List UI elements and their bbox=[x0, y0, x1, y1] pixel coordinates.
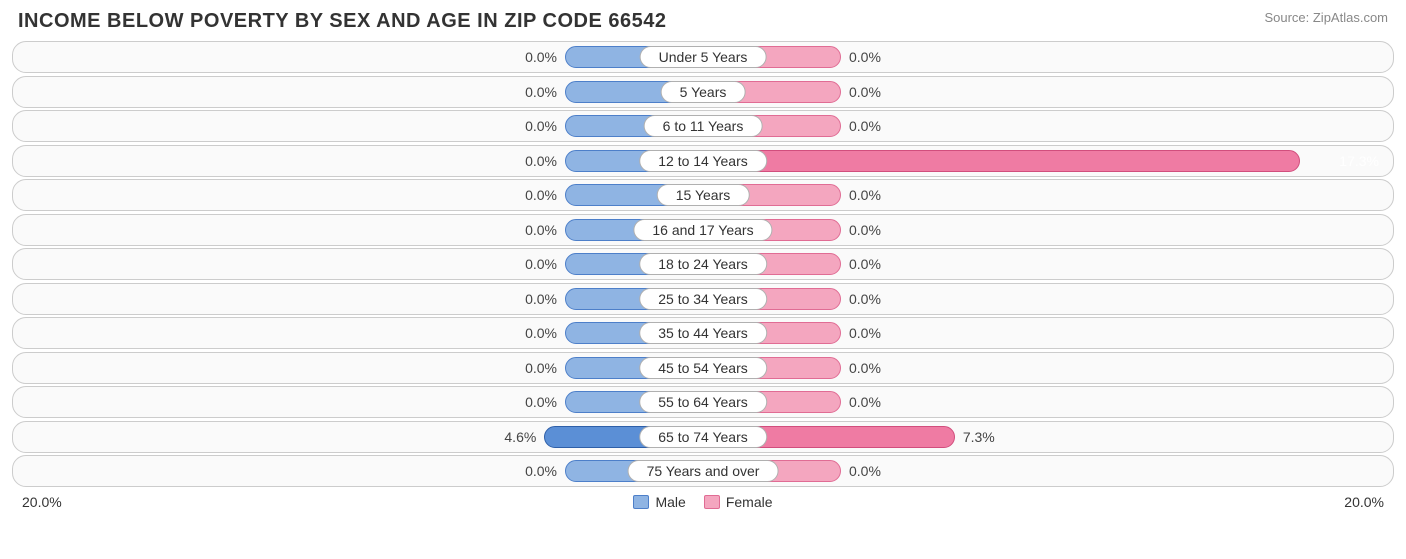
category-label: 65 to 74 Years bbox=[639, 426, 767, 448]
value-label-male: 0.0% bbox=[525, 187, 557, 203]
value-label-female: 0.0% bbox=[849, 463, 881, 479]
legend-label-female: Female bbox=[726, 494, 773, 510]
value-label-male: 0.0% bbox=[525, 360, 557, 376]
legend-item-male: Male bbox=[633, 494, 685, 510]
value-label-female: 0.0% bbox=[849, 360, 881, 376]
value-label-female: 0.0% bbox=[849, 325, 881, 341]
value-label-male: 0.0% bbox=[525, 49, 557, 65]
bar-female bbox=[703, 150, 1300, 172]
chart-row: 6 to 11 Years 0.0% 0.0% bbox=[12, 110, 1394, 142]
value-label-female: 7.3% bbox=[963, 429, 995, 445]
chart-row: 12 to 14 Years 0.0% 17.3% bbox=[12, 145, 1394, 177]
chart-row: Under 5 Years 0.0% 0.0% bbox=[12, 41, 1394, 73]
chart-row: 16 and 17 Years 0.0% 0.0% bbox=[12, 214, 1394, 246]
category-label: 45 to 54 Years bbox=[639, 357, 767, 379]
value-label-female: 0.0% bbox=[849, 222, 881, 238]
chart-title: INCOME BELOW POVERTY BY SEX AND AGE IN Z… bbox=[18, 10, 667, 33]
category-label: 15 Years bbox=[657, 184, 750, 206]
value-label-male: 0.0% bbox=[525, 256, 557, 272]
legend: Male Female bbox=[633, 494, 772, 510]
category-label: 5 Years bbox=[661, 81, 746, 103]
value-label-male: 0.0% bbox=[525, 84, 557, 100]
value-label-female: 0.0% bbox=[849, 118, 881, 134]
category-label: 55 to 64 Years bbox=[639, 391, 767, 413]
value-label-female: 0.0% bbox=[849, 256, 881, 272]
legend-swatch-male bbox=[633, 495, 649, 509]
value-label-female: 0.0% bbox=[849, 291, 881, 307]
legend-swatch-female bbox=[704, 495, 720, 509]
axis-max-left: 20.0% bbox=[22, 494, 62, 510]
value-label-male: 0.0% bbox=[525, 118, 557, 134]
chart-row: 55 to 64 Years 0.0% 0.0% bbox=[12, 386, 1394, 418]
chart-row: 75 Years and over 0.0% 0.0% bbox=[12, 455, 1394, 487]
chart-row: 25 to 34 Years 0.0% 0.0% bbox=[12, 283, 1394, 315]
legend-label-male: Male bbox=[655, 494, 685, 510]
chart-row: 65 to 74 Years 4.6% 7.3% bbox=[12, 421, 1394, 453]
legend-item-female: Female bbox=[704, 494, 773, 510]
value-label-male: 0.0% bbox=[525, 291, 557, 307]
category-label: 35 to 44 Years bbox=[639, 322, 767, 344]
value-label-male: 4.6% bbox=[504, 429, 536, 445]
category-label: 12 to 14 Years bbox=[639, 150, 767, 172]
value-label-female: 17.3% bbox=[1339, 153, 1379, 169]
chart-row: 45 to 54 Years 0.0% 0.0% bbox=[12, 352, 1394, 384]
chart-row: 35 to 44 Years 0.0% 0.0% bbox=[12, 317, 1394, 349]
chart-row: 5 Years 0.0% 0.0% bbox=[12, 76, 1394, 108]
category-label: 75 Years and over bbox=[628, 460, 779, 482]
value-label-male: 0.0% bbox=[525, 463, 557, 479]
value-label-male: 0.0% bbox=[525, 222, 557, 238]
value-label-female: 0.0% bbox=[849, 84, 881, 100]
source-attribution: Source: ZipAtlas.com bbox=[1264, 10, 1388, 25]
axis-max-right: 20.0% bbox=[1344, 494, 1384, 510]
category-label: Under 5 Years bbox=[640, 46, 767, 68]
category-label: 18 to 24 Years bbox=[639, 253, 767, 275]
value-label-female: 0.0% bbox=[849, 49, 881, 65]
value-label-male: 0.0% bbox=[525, 153, 557, 169]
chart-row: 18 to 24 Years 0.0% 0.0% bbox=[12, 248, 1394, 280]
category-label: 16 and 17 Years bbox=[633, 219, 772, 241]
chart-row: 15 Years 0.0% 0.0% bbox=[12, 179, 1394, 211]
value-label-male: 0.0% bbox=[525, 394, 557, 410]
category-label: 25 to 34 Years bbox=[639, 288, 767, 310]
value-label-female: 0.0% bbox=[849, 394, 881, 410]
category-label: 6 to 11 Years bbox=[644, 115, 763, 137]
chart-area: Under 5 Years0.0%0.0%5 Years0.0%0.0%6 to… bbox=[0, 41, 1406, 487]
value-label-male: 0.0% bbox=[525, 325, 557, 341]
value-label-female: 0.0% bbox=[849, 187, 881, 203]
